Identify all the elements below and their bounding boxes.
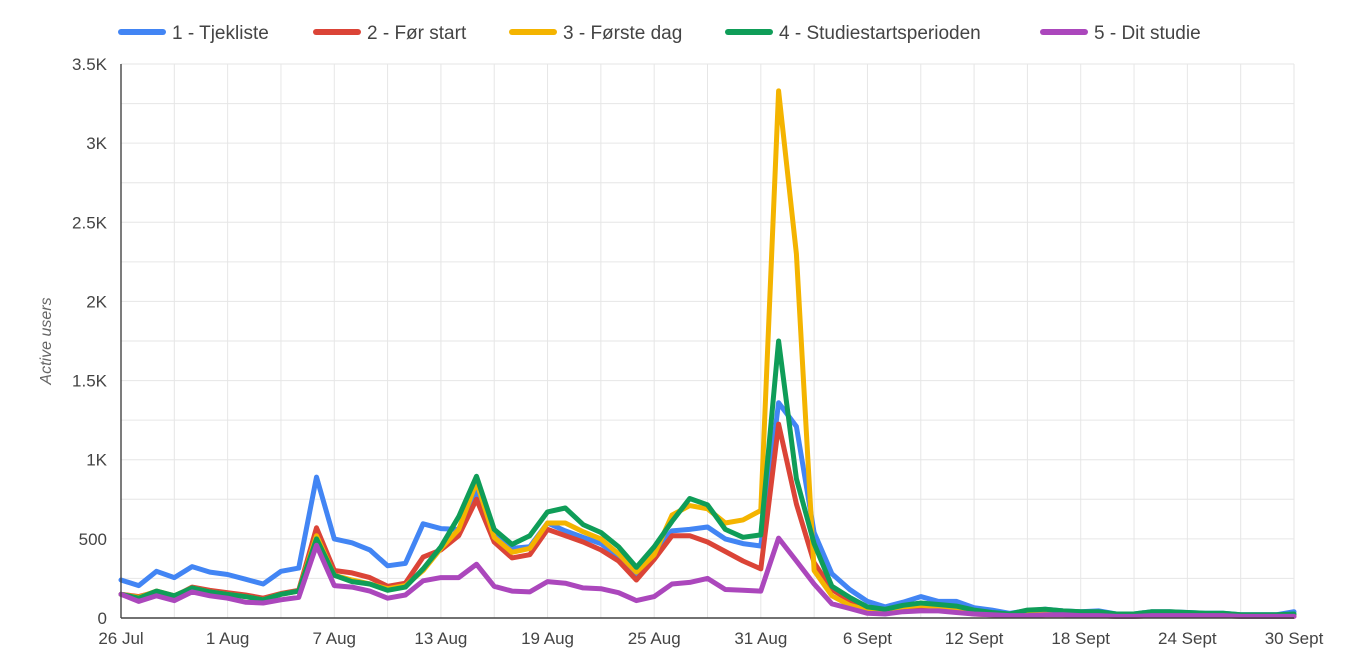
legend-item-1[interactable]: 1 - Tjekliste [118, 23, 269, 44]
legend-label: 4 - Studiestartsperioden [779, 23, 981, 44]
x-tick-label: 24 Sept [1158, 629, 1217, 648]
series-line-5 [118, 535, 1297, 619]
legend-item-3[interactable]: 3 - Første dag [509, 23, 682, 44]
x-tick-label: 7 Aug [313, 629, 357, 648]
legend-item-2[interactable]: 2 - Før start [313, 23, 467, 44]
x-tick-label: 25 Aug [628, 629, 681, 648]
y-tick-label: 2K [86, 292, 107, 311]
y-tick-labels: 0 500 1K 1.5K 2K 2.5K 3K 3.5K [72, 55, 108, 628]
x-tick-label: 12 Sept [945, 629, 1004, 648]
legend-item-4[interactable]: 4 - Studiestartsperioden [725, 23, 981, 44]
series-lines [118, 88, 1297, 619]
x-tick-label: 19 Aug [521, 629, 574, 648]
y-tick-label: 2.5K [72, 213, 108, 232]
y-tick-label: 3.5K [72, 55, 108, 74]
x-tick-label: 13 Aug [414, 629, 467, 648]
x-tick-label: 30 Sept [1265, 629, 1324, 648]
x-tick-label: 26 Jul [98, 629, 143, 648]
legend-label: 5 - Dit studie [1094, 23, 1201, 44]
legend-label: 3 - Første dag [563, 23, 682, 44]
y-tick-label: 1.5K [72, 372, 108, 391]
series-line-4 [118, 338, 1297, 618]
y-axis-label: Active users [38, 297, 55, 385]
x-tick-label: 1 Aug [206, 629, 250, 648]
y-tick-label: 0 [98, 609, 107, 628]
legend-label: 1 - Tjekliste [172, 23, 269, 44]
y-tick-label: 500 [79, 530, 107, 549]
x-tick-label: 31 Aug [734, 629, 787, 648]
y-tick-label: 3K [86, 134, 107, 153]
y-gridlines [121, 63, 1294, 579]
x-tick-label: 18 Sept [1051, 629, 1110, 648]
legend-item-5[interactable]: 5 - Dit studie [1040, 23, 1201, 44]
x-tick-labels: 26 Jul 1 Aug 7 Aug 13 Aug 19 Aug 25 Aug 31 Aug… [98, 629, 1323, 648]
legend-label: 2 - Før start [367, 23, 467, 44]
y-tick-label: 1K [86, 451, 107, 470]
chart-legend: 1 - Tjekliste 2 - Før start 3 - Første dag… [118, 23, 1201, 44]
x-tick-label: 6 Sept [843, 629, 892, 648]
